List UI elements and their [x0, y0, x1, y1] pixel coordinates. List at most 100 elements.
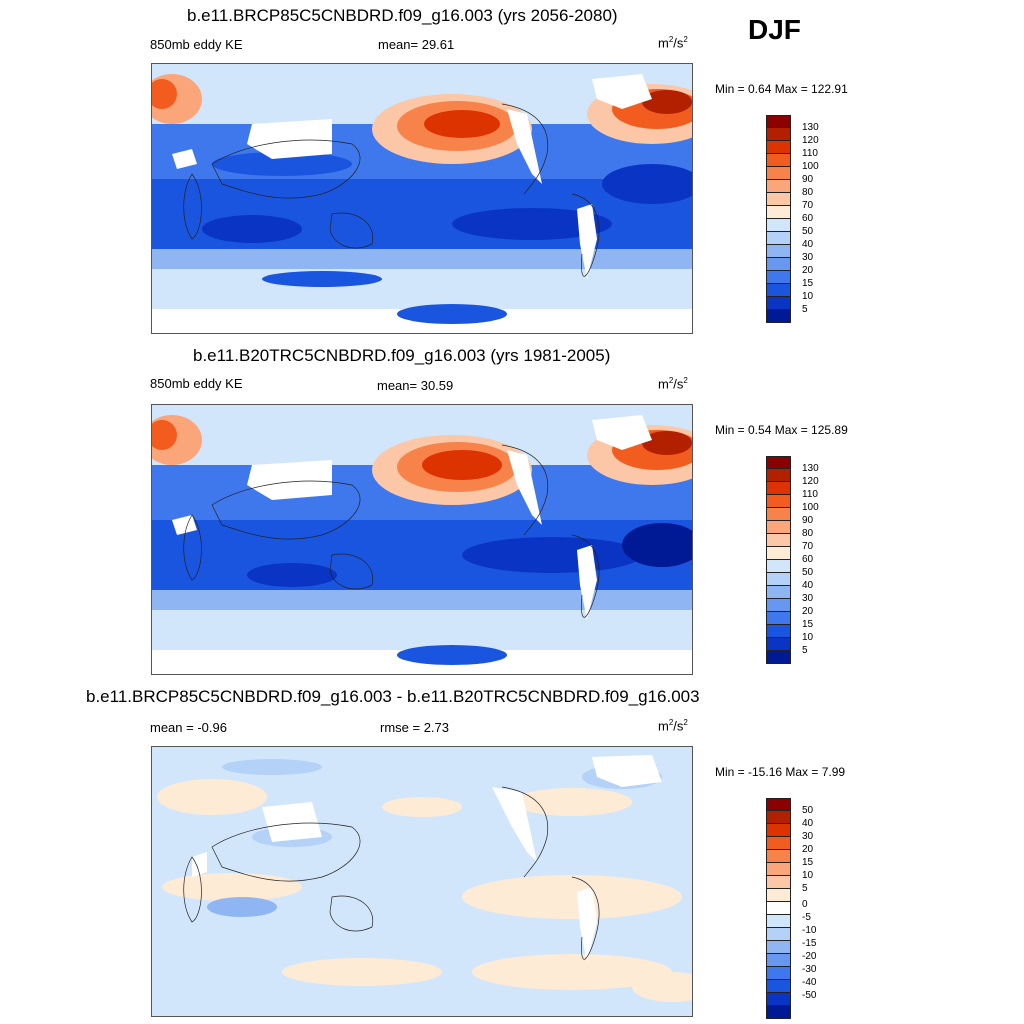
- swatch: [766, 271, 791, 284]
- panel3-mean-label: mean = -0.96: [150, 720, 227, 735]
- colorbar-label: 5: [802, 645, 808, 656]
- colorbar-label: 20: [802, 265, 814, 276]
- colorbar-label: -20: [802, 951, 817, 962]
- colorbar-label: 40: [802, 580, 814, 591]
- panel3-minmax: Min = -15.16 Max = 7.99: [715, 765, 846, 779]
- colorbar-label: -5: [802, 912, 811, 923]
- colorbar-label: 30: [802, 252, 814, 263]
- colorbar-label: 10: [802, 632, 814, 643]
- panel3-map: [151, 746, 693, 1017]
- swatch: [766, 167, 791, 180]
- colorbar-label: -15: [802, 938, 817, 949]
- panel1-variable-label: 850mb eddy KE: [150, 37, 243, 52]
- panel2-variable-label: 850mb eddy KE: [150, 376, 243, 391]
- swatch: [766, 154, 791, 167]
- panel1-field: [152, 64, 692, 333]
- colorbar-label: 50: [802, 805, 814, 816]
- panel3-colorbar: [766, 798, 791, 1019]
- swatch: [766, 141, 791, 154]
- panel3-units: m2/s2: [658, 718, 688, 734]
- swatch: [766, 180, 791, 193]
- swatch: [766, 310, 791, 323]
- colorbar-label: 90: [802, 174, 814, 185]
- swatch: [766, 837, 791, 850]
- panel2-minmax: Min = 0.54 Max = 125.89: [715, 423, 848, 437]
- swatch: [766, 967, 791, 980]
- colorbar-label: 60: [802, 213, 814, 224]
- swatch: [766, 876, 791, 889]
- colorbar-label: 90: [802, 515, 814, 526]
- swatch: [766, 193, 791, 206]
- panel3-rmse-label: rmse = 2.73: [380, 720, 450, 735]
- swatch: [766, 625, 791, 638]
- swatch: [766, 245, 791, 258]
- swatch: [766, 297, 791, 310]
- colorbar-label: 15: [802, 278, 814, 289]
- swatch: [766, 902, 791, 915]
- swatch: [766, 586, 791, 599]
- swatch: [766, 824, 791, 837]
- swatch: [766, 651, 791, 664]
- colorbar-label: 15: [802, 619, 814, 630]
- swatch: [766, 128, 791, 141]
- swatch: [766, 495, 791, 508]
- panel2-mean-label: mean= 30.59: [377, 378, 454, 393]
- swatch: [766, 928, 791, 941]
- colorbar-label: -50: [802, 990, 817, 1001]
- swatch: [766, 534, 791, 547]
- panel1-units: m2/s2: [658, 35, 688, 51]
- swatch: [766, 219, 791, 232]
- swatch: [766, 798, 791, 811]
- swatch: [766, 206, 791, 219]
- swatch: [766, 508, 791, 521]
- colorbar-label: 40: [802, 818, 814, 829]
- colorbar-label: 80: [802, 187, 814, 198]
- swatch: [766, 954, 791, 967]
- swatch: [766, 547, 791, 560]
- colorbar-label: -40: [802, 977, 817, 988]
- swatch: [766, 560, 791, 573]
- panel2-title: b.e11.B20TRC5CNBDRD.f09_g16.003 (yrs 198…: [193, 346, 611, 365]
- colorbar-label: 100: [802, 502, 819, 513]
- swatch: [766, 599, 791, 612]
- swatch: [766, 811, 791, 824]
- swatch: [766, 1006, 791, 1019]
- panel1-colorbar: [766, 115, 791, 323]
- swatch: [766, 638, 791, 651]
- colorbar-label: -10: [802, 925, 817, 936]
- panel1-map: [151, 63, 693, 334]
- swatch: [766, 482, 791, 495]
- colorbar-label: 130: [802, 463, 819, 474]
- colorbar-label: 0: [802, 899, 808, 910]
- colorbar-label: 110: [802, 148, 818, 159]
- colorbar-label: 20: [802, 606, 814, 617]
- colorbar-label: 110: [802, 489, 818, 500]
- panel2-map: [151, 404, 693, 675]
- colorbar-label: 80: [802, 528, 814, 539]
- panel1-title: b.e11.BRCP85C5CNBDRD.f09_g16.003 (yrs 20…: [187, 6, 618, 25]
- colorbar-label: 40: [802, 239, 814, 250]
- colorbar-label: 20: [802, 844, 814, 855]
- colorbar-label: -30: [802, 964, 817, 975]
- colorbar-label: 50: [802, 567, 814, 578]
- swatch: [766, 521, 791, 534]
- panel2-field: [152, 405, 692, 674]
- swatch: [766, 915, 791, 928]
- swatch: [766, 115, 791, 128]
- colorbar-label: 120: [802, 476, 819, 487]
- colorbar-label: 70: [802, 541, 814, 552]
- swatch: [766, 469, 791, 482]
- swatch: [766, 850, 791, 863]
- colorbar-label: 30: [802, 593, 814, 604]
- colorbar-label: 60: [802, 554, 814, 565]
- panel2-units: m2/s2: [658, 376, 688, 392]
- colorbar-label: 10: [802, 870, 814, 881]
- swatch: [766, 284, 791, 297]
- swatch: [766, 232, 791, 245]
- swatch: [766, 573, 791, 586]
- colorbar-label: 30: [802, 831, 814, 842]
- panel3-title: b.e11.BRCP85C5CNBDRD.f09_g16.003 - b.e11…: [86, 687, 700, 706]
- swatch: [766, 863, 791, 876]
- colorbar-label: 130: [802, 122, 819, 133]
- colorbar-label: 50: [802, 226, 814, 237]
